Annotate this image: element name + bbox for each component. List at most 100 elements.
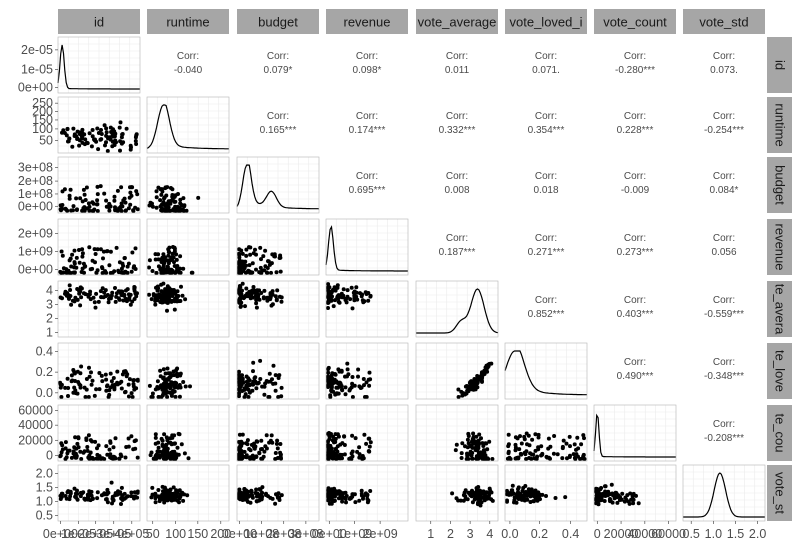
- data-point: [124, 208, 128, 213]
- data-point: [135, 377, 140, 382]
- data-point: [463, 494, 468, 499]
- data-point: [177, 500, 181, 505]
- correlation-value: -0.040: [174, 65, 203, 76]
- data-point: [129, 434, 134, 439]
- data-point: [468, 444, 473, 449]
- data-point: [275, 446, 280, 451]
- data-point: [158, 266, 163, 271]
- data-point: [168, 390, 173, 395]
- data-point: [126, 436, 131, 441]
- data-point: [506, 449, 511, 454]
- correlation-label: Corr:: [713, 51, 735, 62]
- data-point: [360, 455, 365, 460]
- data-point: [178, 373, 183, 378]
- data-point: [135, 192, 140, 197]
- row-strip: [767, 405, 792, 461]
- data-point: [130, 299, 135, 304]
- data-point: [115, 382, 120, 387]
- data-point: [343, 374, 347, 379]
- data-point: [59, 271, 64, 275]
- data-point: [474, 440, 478, 445]
- column-strip-label: budget: [258, 15, 298, 30]
- data-point: [358, 386, 363, 390]
- data-point: [153, 500, 158, 505]
- data-point: [72, 486, 77, 491]
- data-point: [333, 440, 338, 444]
- data-point: [279, 394, 284, 399]
- data-point: [254, 439, 259, 444]
- data-point: [253, 247, 257, 252]
- data-point: [240, 251, 245, 256]
- data-point: [594, 501, 599, 506]
- data-point: [156, 386, 161, 391]
- data-point: [93, 439, 98, 444]
- data-point: [116, 268, 121, 273]
- data-point: [364, 493, 369, 498]
- data-point: [99, 373, 104, 378]
- data-point: [257, 450, 262, 455]
- data-point: [362, 383, 366, 388]
- scatter-panel: [236, 280, 320, 338]
- data-point: [258, 245, 263, 250]
- data-point: [631, 491, 636, 496]
- data-point: [87, 365, 91, 370]
- data-point: [605, 493, 610, 498]
- data-point: [466, 434, 471, 438]
- data-point: [82, 270, 86, 275]
- column-strip-clip: runtime: [166, 15, 209, 30]
- x-tick-label: 0.4: [562, 527, 579, 541]
- data-point: [153, 432, 158, 437]
- scatter-panel: [236, 464, 320, 522]
- correlation-value: 0.071.: [532, 65, 560, 76]
- correlation-value: -0.208***: [704, 433, 744, 444]
- column-strip: [147, 9, 229, 34]
- data-point: [263, 381, 268, 386]
- data-point: [107, 135, 112, 140]
- data-point: [251, 369, 255, 374]
- panel-border: [236, 342, 320, 400]
- density-line: [683, 472, 765, 518]
- scatter-panel: [504, 404, 588, 462]
- data-point: [117, 297, 122, 302]
- data-point: [74, 265, 79, 270]
- data-point: [113, 208, 118, 213]
- scatter-panel: [146, 464, 230, 522]
- data-point: [135, 455, 140, 460]
- scatter-panel: [57, 280, 141, 338]
- scatter-panel: [57, 156, 141, 214]
- data-point: [86, 455, 91, 460]
- data-point: [163, 186, 168, 191]
- data-point: [244, 374, 249, 379]
- data-point: [276, 491, 281, 496]
- data-point: [278, 255, 283, 260]
- data-point: [340, 387, 344, 392]
- scatter-panel: [325, 280, 409, 338]
- data-point: [79, 491, 84, 496]
- data-point: [276, 376, 281, 380]
- panel-border: [236, 156, 320, 214]
- data-point: [130, 185, 135, 190]
- data-point: [524, 431, 529, 436]
- data-point: [129, 269, 134, 274]
- data-point: [66, 386, 71, 390]
- data-point: [326, 286, 330, 291]
- data-point: [343, 490, 348, 495]
- data-point: [326, 300, 331, 305]
- y-tick-label: 1: [46, 326, 53, 340]
- panel-border: [504, 464, 588, 522]
- data-point: [165, 395, 170, 399]
- y-tick-label: 0.0: [36, 386, 53, 400]
- data-point: [336, 454, 341, 459]
- data-point: [126, 394, 131, 399]
- data-point: [86, 395, 91, 399]
- data-point: [271, 363, 276, 368]
- data-point: [237, 487, 242, 492]
- data-point: [176, 192, 180, 196]
- data-point: [122, 256, 127, 261]
- data-point: [171, 485, 176, 490]
- data-point: [365, 500, 370, 505]
- data-point: [260, 456, 265, 461]
- data-point: [326, 439, 331, 444]
- data-point: [165, 366, 170, 371]
- data-point: [58, 385, 63, 390]
